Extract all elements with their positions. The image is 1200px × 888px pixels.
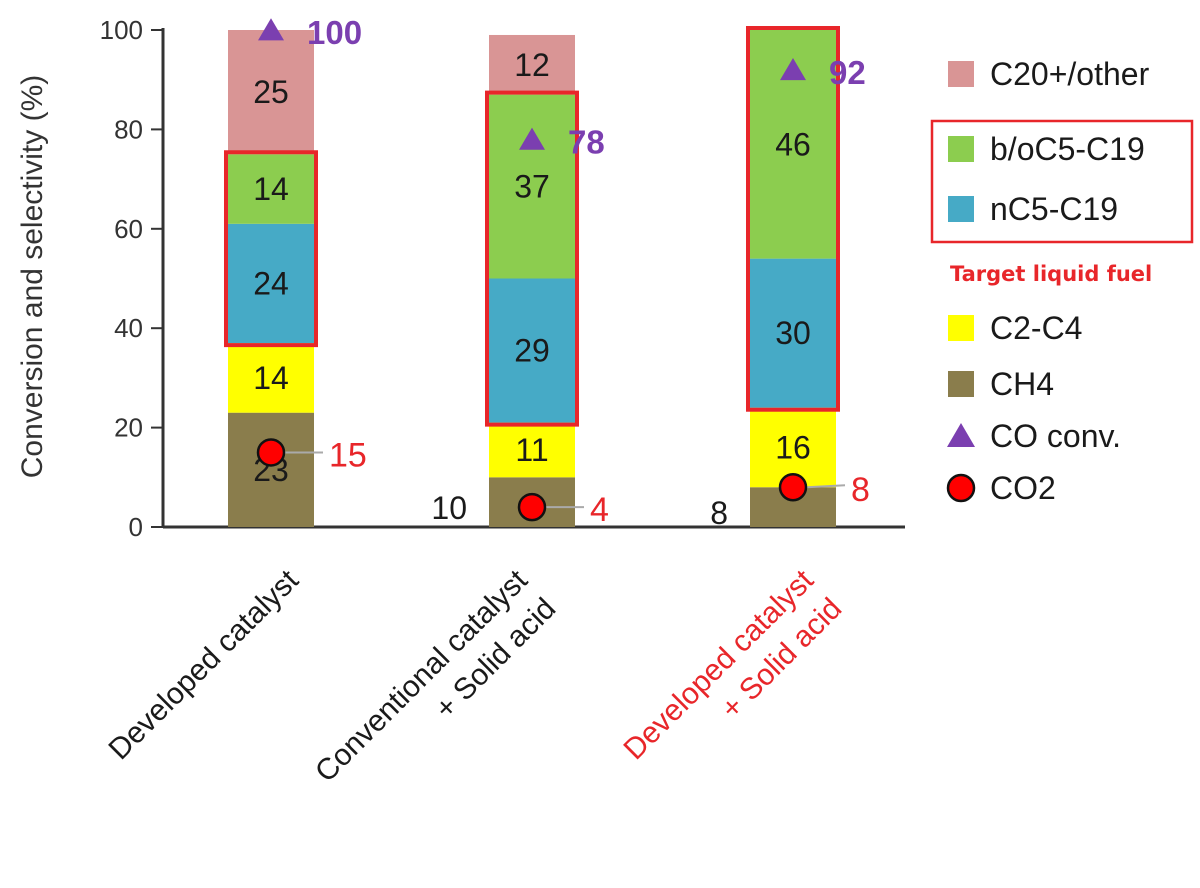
legend-item: CO2 xyxy=(946,470,1056,506)
legend-label: CH4 xyxy=(990,366,1054,402)
target-liquid-fuel-box xyxy=(746,26,840,412)
target-liquid-fuel-box xyxy=(485,90,579,427)
co-conversion-label: 100 xyxy=(307,14,362,51)
y-axis-title: Conversion and selectivity (%) xyxy=(16,75,49,479)
co2-marker xyxy=(778,472,808,502)
bar-segment xyxy=(228,412,314,527)
segment-value-label: 16 xyxy=(775,429,811,465)
bar-segment xyxy=(489,278,575,423)
co2-label: 4 xyxy=(590,491,609,529)
legend-triangle xyxy=(947,423,975,447)
y-tick-label: 0 xyxy=(129,512,143,542)
segment-value-label: 14 xyxy=(253,360,289,396)
bar-segment xyxy=(489,34,575,95)
legend-swatch xyxy=(948,315,974,341)
markers: 100 78 92 15 4 8 xyxy=(256,14,870,529)
axes: 0 20 40 60 80 100 Conversion and selectivity (… xyxy=(16,15,905,542)
legend-label: C20+/other xyxy=(990,56,1150,92)
legend-circle xyxy=(946,473,976,503)
segment-value-label: 25 xyxy=(253,74,289,110)
segment-value-label: 46 xyxy=(775,126,811,162)
legend: C20+/other b/oC5-C19 nC5-C19 C2-C4 CH4 CO con… xyxy=(930,56,1194,506)
segment-value-label: 14 xyxy=(253,171,289,207)
co-conversion-marker xyxy=(258,18,284,41)
legend-label: CO2 xyxy=(990,470,1056,506)
legend-label: C2-C4 xyxy=(990,310,1082,346)
segment-value-label: 10 xyxy=(431,490,467,526)
legend-label: nC5-C19 xyxy=(990,191,1118,227)
y-tick-label: 40 xyxy=(114,313,143,343)
y-tick-label: 20 xyxy=(114,413,143,443)
legend-item: nC5-C19 xyxy=(948,191,1118,227)
segment-value-label: 12 xyxy=(514,47,550,83)
co2-label: 15 xyxy=(329,436,367,474)
co2-leader-line xyxy=(806,484,846,489)
bar-segment xyxy=(228,154,314,224)
legend-item: C2-C4 xyxy=(948,310,1082,346)
co2-marker xyxy=(517,492,547,522)
segment-value-label: 29 xyxy=(514,333,550,369)
bar-segment xyxy=(228,223,314,344)
bar-segment xyxy=(228,343,314,413)
legend-swatch xyxy=(948,196,974,222)
co-conversion-marker xyxy=(519,127,545,150)
legend-item: CH4 xyxy=(948,366,1054,402)
segment-value-label: 8 xyxy=(710,495,728,531)
segment-value-label: 11 xyxy=(515,432,548,468)
legend-item: b/oC5-C19 xyxy=(948,131,1145,167)
bar-segment xyxy=(228,30,314,155)
y-tick-label: 80 xyxy=(114,114,143,144)
co-conversion-label: 78 xyxy=(568,123,605,160)
legend-swatch xyxy=(948,371,974,397)
legend-label: b/oC5-C19 xyxy=(990,131,1145,167)
target-liquid-fuel-box xyxy=(224,150,318,348)
legend-target-note: Target liquid fuel xyxy=(950,262,1152,286)
co-conversion-label: 92 xyxy=(829,54,866,91)
co2-label: 8 xyxy=(851,471,870,509)
legend-target-box xyxy=(930,119,1194,244)
legend-item: CO conv. xyxy=(947,418,1121,454)
segment-value-label: 30 xyxy=(775,315,811,351)
bar-segment xyxy=(750,258,836,408)
segment-value-label: 37 xyxy=(514,169,550,205)
y-tick-label: 60 xyxy=(114,214,143,244)
y-tick-label: 100 xyxy=(100,15,143,45)
legend-label: CO conv. xyxy=(990,418,1121,454)
legend-swatch xyxy=(948,61,974,87)
legend-swatch xyxy=(948,136,974,162)
co2-marker xyxy=(256,438,286,467)
bar-segment xyxy=(489,422,575,478)
segment-value-label: 24 xyxy=(253,265,289,301)
co-conversion-marker xyxy=(780,58,806,81)
legend-item: C20+/other xyxy=(948,56,1150,92)
category-label: Conventional catalyst+ Solid acid xyxy=(309,563,562,788)
category-label-line: Developed catalyst xyxy=(102,563,305,766)
category-labels: Developed catalyst Conventional catalyst+… xyxy=(102,563,848,788)
bar-segment xyxy=(489,94,575,279)
category-label: Developed catalyst xyxy=(102,563,305,766)
category-label: Developed catalyst+ Solid acid xyxy=(617,563,848,766)
